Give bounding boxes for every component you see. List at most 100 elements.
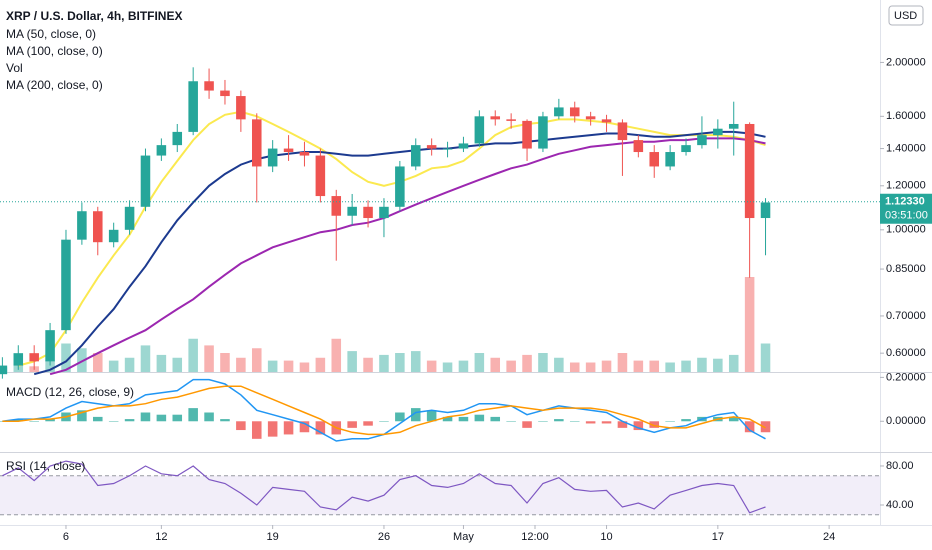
x-tick-label: 12:00 <box>521 531 549 543</box>
volume-bar <box>506 360 516 372</box>
candle-body <box>283 148 294 153</box>
candle-body <box>665 152 675 167</box>
volume-bar <box>649 360 660 372</box>
macd-histogram-bar <box>124 419 135 422</box>
macd-histogram-bar <box>236 421 246 431</box>
macd-histogram-bar <box>760 421 771 433</box>
macd-histogram-bar <box>77 410 87 422</box>
legend-entry: MA (100, close, 0) <box>6 44 103 58</box>
candle-body <box>395 166 405 207</box>
macd-histogram-bar <box>490 416 501 422</box>
candle-body <box>585 116 596 120</box>
marks <box>0 61 884 529</box>
volume-bar <box>585 362 596 372</box>
volume-bar <box>665 362 675 372</box>
volume-bar <box>140 345 151 372</box>
volume-bar <box>410 351 421 372</box>
candle-body <box>108 229 119 243</box>
y-tick-label: 0.70000 <box>886 310 926 322</box>
macd-histogram-bar <box>633 421 644 431</box>
candle-body <box>220 90 230 97</box>
chart-title: XRP / U.S. Dollar, 4h, BITFINEX <box>6 9 182 23</box>
candle-body <box>442 148 453 150</box>
x-tick-label: 6 <box>63 531 69 543</box>
y-tick-label: 0.85000 <box>886 263 926 275</box>
candle-body <box>410 145 421 167</box>
volume-bar <box>251 348 262 372</box>
candle-body <box>0 365 8 375</box>
candle-body <box>299 152 310 156</box>
macd-histogram-bar <box>522 421 532 428</box>
volume-bar <box>538 353 548 372</box>
candle-body <box>601 119 612 123</box>
x-tick-label: 12 <box>155 531 167 543</box>
macd-histogram-bar <box>410 408 421 422</box>
candle-body <box>204 81 214 91</box>
volume-bar <box>331 338 342 372</box>
volume-bar <box>395 353 405 372</box>
last-price-label: 1.12330 <box>885 196 925 208</box>
last-price-box <box>880 193 932 224</box>
volume-bar <box>283 360 294 372</box>
x-tick-label: May <box>453 531 474 543</box>
volume-bar <box>267 360 278 372</box>
macd-histogram-bar <box>188 408 198 422</box>
macd-histogram-bar <box>251 421 262 439</box>
macd-histogram-bar <box>426 410 437 422</box>
volume-bar <box>315 357 326 372</box>
macd-histogram-bar <box>744 421 755 433</box>
rsi-band-fill <box>0 475 880 515</box>
volume-bar <box>124 357 135 372</box>
volume-bar <box>220 353 230 372</box>
volume-bar <box>426 360 437 372</box>
candle-body <box>458 143 469 149</box>
volume-bar <box>569 362 580 372</box>
candle-body <box>554 107 564 117</box>
candle-body <box>538 116 548 149</box>
volume-bar <box>93 353 103 372</box>
pane-title: MACD (12, 26, close, 9) <box>6 385 134 399</box>
candle-body <box>124 206 135 230</box>
volume-bar <box>156 354 167 372</box>
macd-histogram-bar <box>204 412 214 422</box>
volume-bar <box>458 360 469 372</box>
y-tick-label: 1.00000 <box>886 224 926 236</box>
macd-histogram-bar <box>681 419 691 422</box>
candle-body <box>569 107 580 117</box>
macd-histogram-bar <box>220 419 230 422</box>
candle-body <box>363 206 373 219</box>
macd-histogram-bar <box>379 421 389 422</box>
y-tick-label: 80.00 <box>886 460 914 472</box>
x-tick-label: 19 <box>267 531 279 543</box>
macd-histogram-bar <box>347 421 357 428</box>
candle-body <box>315 155 326 197</box>
volume-bar <box>172 357 183 372</box>
candle-body <box>426 145 437 149</box>
volume-bar <box>728 354 739 372</box>
macd-histogram-bar <box>299 421 310 433</box>
macd-histogram-bar <box>29 421 39 422</box>
legend-entry: MA (200, close, 0) <box>6 78 103 92</box>
candle-body <box>188 81 198 132</box>
macd-histogram-bar <box>458 416 469 422</box>
y-tick-label: 0.20000 <box>886 371 926 383</box>
macd-histogram-bar <box>283 421 294 435</box>
volume-bar <box>61 343 71 372</box>
macd-line <box>2 385 766 436</box>
macd-histogram-bar <box>442 416 453 422</box>
candle-body <box>728 123 739 129</box>
volume-bar <box>442 362 453 372</box>
macd-histogram-bar <box>649 421 660 428</box>
candle-body <box>140 155 151 207</box>
y-tick-label: 0.00000 <box>886 415 926 427</box>
volume-bar <box>601 360 612 372</box>
legend-entry: MA (50, close, 0) <box>6 27 96 41</box>
macd-histogram-bar <box>665 421 675 422</box>
y-tick-label: 1.60000 <box>886 110 926 122</box>
macd-histogram-bar <box>172 414 183 422</box>
volume-bar <box>347 351 357 372</box>
currency-label: USD <box>894 10 917 22</box>
pane-title: RSI (14, close) <box>6 459 85 473</box>
y-tick-label: 1.20000 <box>886 180 926 192</box>
candle-body <box>172 131 183 146</box>
